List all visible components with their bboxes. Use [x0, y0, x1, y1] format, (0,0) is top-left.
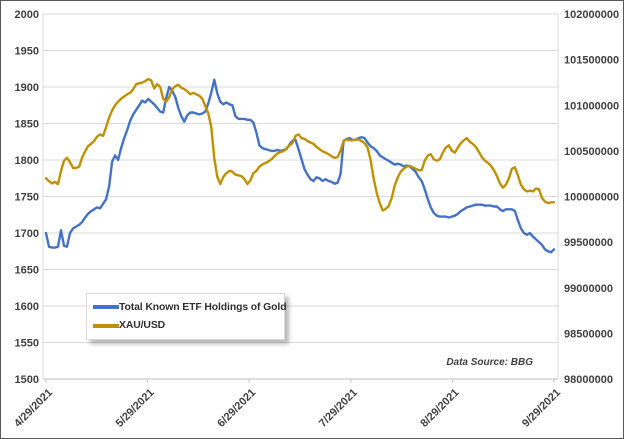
etf-line-swatch [93, 305, 119, 310]
left-axis-tick-label: 1700 [15, 228, 39, 240]
right-axis-tick-label: 101500000 [564, 55, 619, 67]
right-axis-tick-label: 101000000 [564, 100, 619, 112]
x-axis-tick-label: 6/29/2021 [215, 387, 258, 430]
x-axis-tick-label: 4/29/2021 [12, 387, 55, 430]
right-axis-tick-label: 99500000 [564, 237, 613, 249]
left-axis-tick-label: 1650 [15, 265, 39, 277]
left-axis-tick-label: 1950 [15, 46, 39, 58]
x-axis-tick-label: 7/29/2021 [317, 387, 360, 430]
right-axis-tick-label: 100000000 [564, 192, 619, 204]
left-axis-tick-label: 2000 [15, 9, 39, 21]
right-axis-tick-label: 102000000 [564, 9, 619, 21]
xau-line-swatch [93, 323, 119, 328]
data-source-note: Data Source: BBG [446, 357, 533, 368]
legend: Total Known ETF Holdings of Gold XAU/USD [86, 293, 287, 340]
legend-item-xauusd: XAU/USD [93, 320, 282, 331]
left-axis-tick-label: 1750 [15, 192, 39, 204]
legend-label-xauusd: XAU/USD [119, 320, 166, 332]
left-axis-tick-label: 1900 [15, 82, 39, 94]
left-axis-tick-label: 1500 [15, 374, 39, 386]
etf-holdings-line [44, 78, 556, 254]
left-axis-tick-label: 1850 [15, 119, 39, 131]
left-axis-tick-label: 1800 [15, 155, 39, 167]
left-axis-tick-label: 1550 [15, 338, 39, 350]
x-axis-tick-label: 5/29/2021 [114, 387, 157, 430]
legend-label-etf-holdings: Total Known ETF Holdings of Gold [119, 301, 287, 313]
right-axis-tick-label: 99000000 [564, 283, 613, 295]
right-axis-tick-label: 100500000 [564, 146, 619, 158]
right-axis-tick-label: 98500000 [564, 328, 613, 340]
x-axis-tick-label: 9/29/2021 [520, 387, 563, 430]
x-axis-tick-label: 8/29/2021 [418, 387, 461, 430]
right-axis-tick-label: 98000000 [564, 374, 613, 386]
left-axis-tick-label: 1600 [15, 301, 39, 313]
legend-item-etf-holdings: Total Known ETF Holdings of Gold [93, 302, 287, 313]
xauusd-line [44, 77, 556, 212]
